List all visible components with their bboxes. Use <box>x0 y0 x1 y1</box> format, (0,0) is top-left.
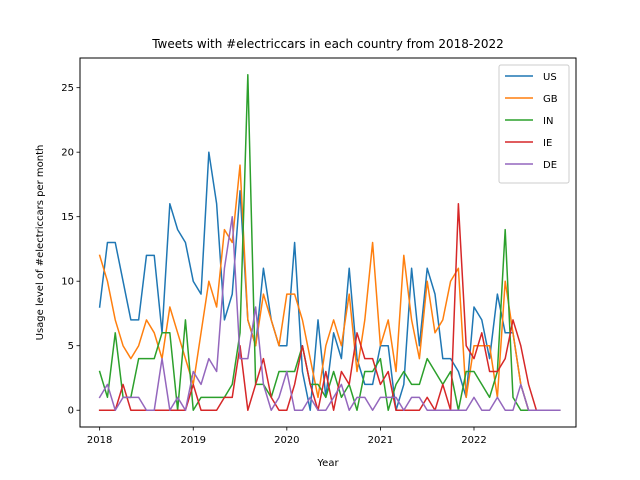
x-axis-label: Year <box>316 458 339 469</box>
legend-label-gb: GB <box>543 94 558 105</box>
legend-label-us: US <box>543 72 557 83</box>
series-line-in <box>98 74 561 411</box>
series-line-gb <box>98 164 561 411</box>
legend: US GB IN IE DE <box>498 64 570 184</box>
y-tick-label: 10 <box>61 277 74 288</box>
legend-label-de: DE <box>543 160 557 171</box>
x-tick-label: 2022 <box>461 435 486 446</box>
legend-label-ie: IE <box>543 138 552 149</box>
y-axis-label: Usage level of #electriccars per month <box>35 145 46 341</box>
x-tick-label: 2020 <box>274 435 299 446</box>
chart-title: Tweets with #electriccars in each countr… <box>151 37 504 51</box>
y-tick-label: 0 <box>68 406 74 417</box>
x-tick-label: 2021 <box>368 435 393 446</box>
plot-lines <box>98 74 561 411</box>
plot-frame <box>79 57 577 428</box>
x-tick-label: 2018 <box>87 435 112 446</box>
series-line-de <box>98 215 561 411</box>
y-tick-label: 15 <box>61 212 74 223</box>
x-tick-label: 2019 <box>181 435 206 446</box>
y-tick-label: 20 <box>61 148 74 159</box>
series-line-ie <box>98 203 561 411</box>
legend-label-in: IN <box>543 116 553 127</box>
x-axis-ticks: 2018 2019 2020 2021 2022 <box>87 427 487 446</box>
y-tick-label: 25 <box>61 83 74 94</box>
legend-box <box>498 64 570 184</box>
series-line-us <box>98 151 561 411</box>
y-tick-label: 5 <box>68 341 74 352</box>
y-axis-ticks: 0 5 10 15 20 25 <box>61 83 80 417</box>
